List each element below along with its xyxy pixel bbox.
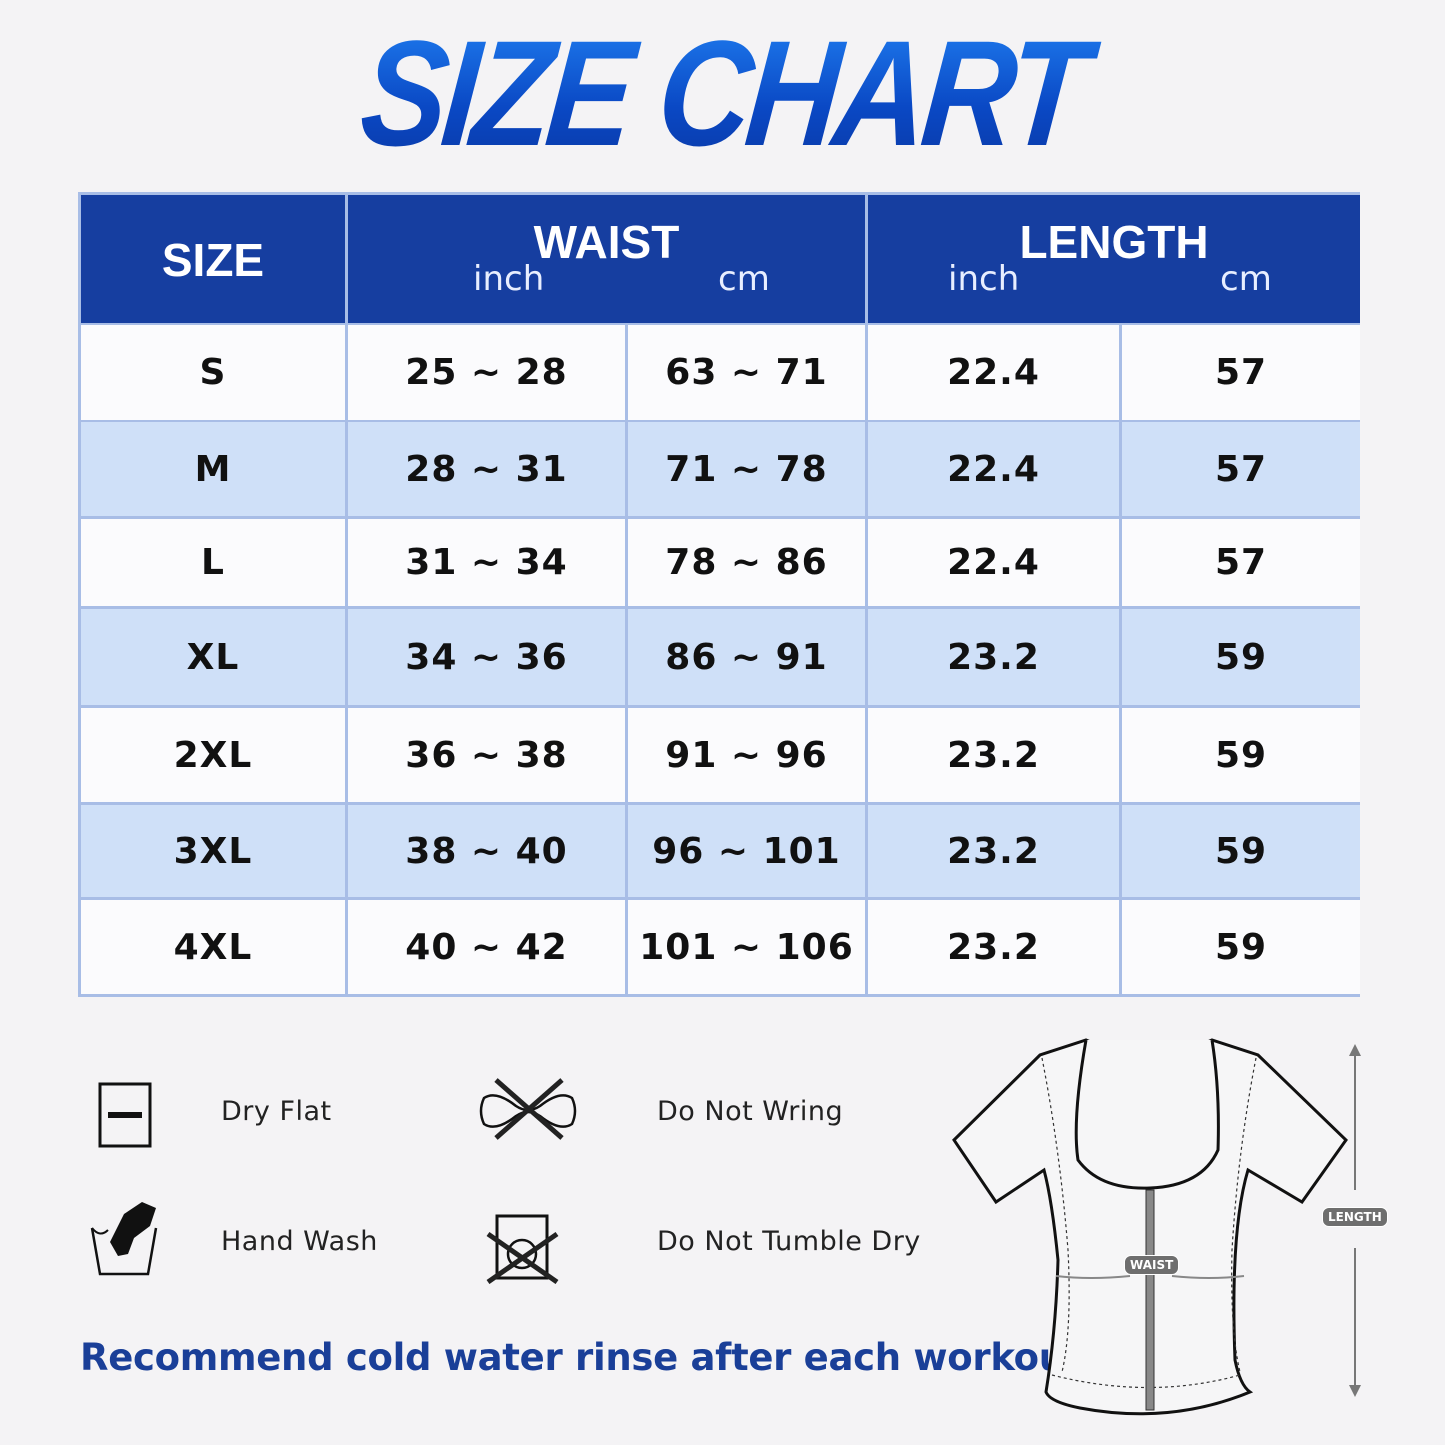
cell-length-inch: 23.2 <box>868 708 1119 802</box>
cell-length-inch: 23.2 <box>868 609 1119 705</box>
cell-size: XL <box>81 609 345 705</box>
cell-waist-cm: 86 ~ 91 <box>628 609 865 705</box>
dry-flat-icon <box>98 1082 152 1148</box>
cell-waist-cm: 91 ~ 96 <box>628 708 865 802</box>
header-length: LENGTH inch cm <box>868 195 1360 323</box>
cell-waist-cm: 63 ~ 71 <box>628 325 865 420</box>
cell-size: M <box>81 422 345 516</box>
header-length-label: LENGTH <box>1019 216 1209 268</box>
header-waist: WAIST inch cm <box>348 195 865 323</box>
cell-waist-inch: 31 ~ 34 <box>348 519 625 606</box>
garment-diagram <box>952 1038 1361 1416</box>
do-not-wring-icon <box>479 1078 577 1140</box>
cell-length-inch: 23.2 <box>868 900 1119 994</box>
do-not-tumble-dry-icon <box>486 1214 559 1284</box>
length-cm-unit: cm <box>1220 259 1272 299</box>
care-do-not-tumble-dry: Do Not Tumble Dry <box>657 1226 921 1257</box>
cell-waist-cm: 101 ~ 106 <box>628 900 865 994</box>
care-do-not-wring: Do Not Wring <box>657 1096 844 1127</box>
cell-length-inch: 22.4 <box>868 422 1119 516</box>
header-waist-label: WAIST <box>533 216 680 268</box>
cell-waist-inch: 38 ~ 40 <box>348 805 625 897</box>
cell-size: 4XL <box>81 900 345 994</box>
header-size: SIZE <box>81 195 345 323</box>
cell-length-cm: 57 <box>1122 422 1360 516</box>
page-title: SIZE CHART <box>94 9 1350 177</box>
cell-length-cm: 59 <box>1122 900 1360 994</box>
header-size-label: SIZE <box>161 234 265 286</box>
cell-length-inch: 23.2 <box>868 805 1119 897</box>
cell-waist-inch: 25 ~ 28 <box>348 325 625 420</box>
waist-cm-unit: cm <box>718 259 770 299</box>
cell-length-cm: 59 <box>1122 609 1360 705</box>
length-label: LENGTH <box>1322 1207 1388 1227</box>
cell-length-cm: 59 <box>1122 708 1360 802</box>
care-note: Recommend cold water rinse after each wo… <box>80 1336 1096 1379</box>
waist-label: WAIST <box>1124 1255 1180 1275</box>
cell-length-cm: 57 <box>1122 325 1360 420</box>
cell-length-inch: 22.4 <box>868 325 1119 420</box>
waist-inch-unit: inch <box>473 259 545 299</box>
cell-length-cm: 57 <box>1122 519 1360 606</box>
cell-waist-cm: 71 ~ 78 <box>628 422 865 516</box>
cell-length-inch: 22.4 <box>868 519 1119 606</box>
cell-waist-cm: 78 ~ 86 <box>628 519 865 606</box>
care-hand-wash: Hand Wash <box>221 1226 378 1257</box>
cell-waist-inch: 36 ~ 38 <box>348 708 625 802</box>
cell-size: 2XL <box>81 708 345 802</box>
care-dry-flat: Dry Flat <box>221 1096 332 1127</box>
cell-size: 3XL <box>81 805 345 897</box>
cell-waist-cm: 96 ~ 101 <box>628 805 865 897</box>
length-inch-unit: inch <box>948 259 1020 299</box>
cell-length-cm: 59 <box>1122 805 1360 897</box>
cell-size: L <box>81 519 345 606</box>
cell-size: S <box>81 325 345 420</box>
cell-waist-inch: 28 ~ 31 <box>348 422 625 516</box>
hand-wash-icon <box>90 1202 158 1276</box>
cell-waist-inch: 40 ~ 42 <box>348 900 625 994</box>
cell-waist-inch: 34 ~ 36 <box>348 609 625 705</box>
size-table: SIZE WAIST inch cm LENGTH inch cm S 25 ~ … <box>78 192 1360 997</box>
